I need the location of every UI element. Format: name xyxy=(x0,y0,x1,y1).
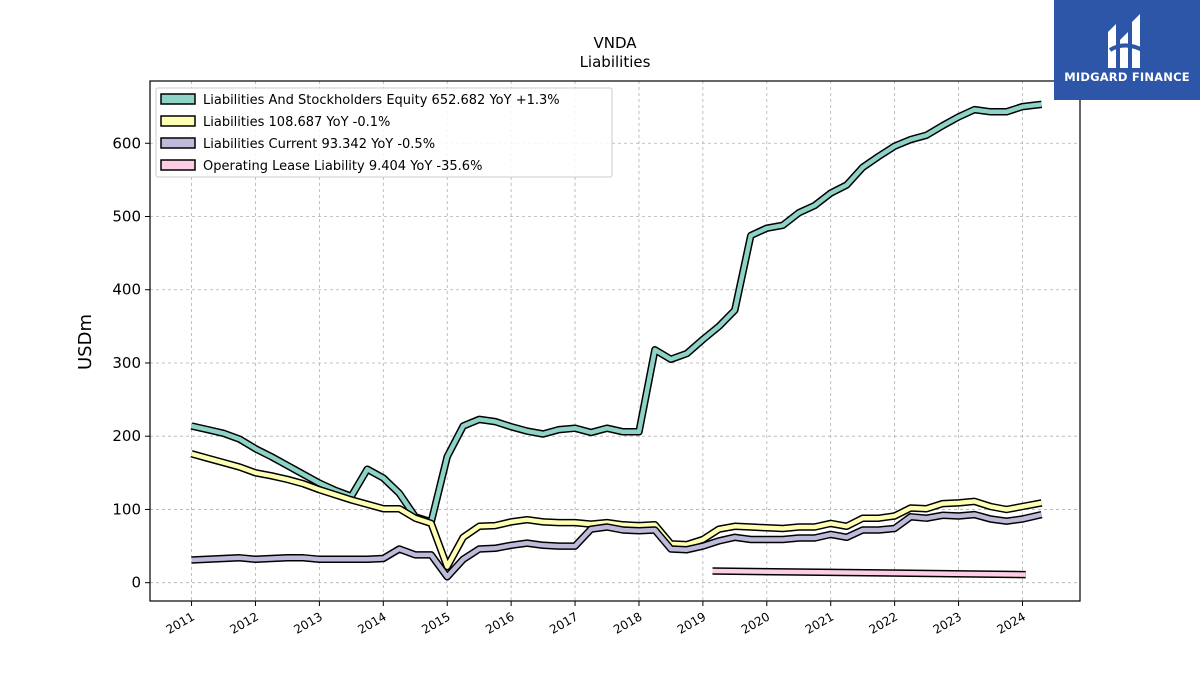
brand-logo-icon xyxy=(1108,14,1148,68)
series-layer xyxy=(190,100,1043,581)
legend-swatch xyxy=(160,93,196,105)
series-line xyxy=(190,451,1043,569)
y-tick-label: 200 xyxy=(112,427,141,445)
x-tick-label: 2016 xyxy=(483,609,516,636)
x-tick-label: 2011 xyxy=(164,609,197,636)
x-tick-label: 2024 xyxy=(995,609,1028,636)
x-tick-label: 2015 xyxy=(419,609,452,636)
y-tick-label: 600 xyxy=(112,134,141,152)
brand-name: MIDGARD FINANCE xyxy=(1064,70,1190,84)
legend-swatch xyxy=(160,159,196,171)
legend-swatch xyxy=(160,115,196,127)
series-line xyxy=(191,512,1043,580)
chart-subtitle: Liabilities xyxy=(580,53,651,71)
x-tick-label: 2014 xyxy=(355,609,388,636)
y-axis-ticks: 0 100 200 300 400 500 600 xyxy=(112,134,150,592)
series-liabilities xyxy=(190,450,1043,571)
chart-title: VNDA xyxy=(593,34,637,52)
series-operating-lease-liability xyxy=(712,567,1026,579)
y-tick-label: 400 xyxy=(112,281,141,299)
x-tick-label: 2012 xyxy=(228,609,261,636)
y-axis-label: USDm xyxy=(75,314,96,370)
brand-logo: MIDGARD FINANCE xyxy=(1054,0,1200,100)
x-tick-label: 2017 xyxy=(547,609,580,636)
plot-frame xyxy=(149,80,1081,602)
series-liabilities-and-stockholders-equity xyxy=(190,100,1043,526)
legend: Liabilities And Stockholders Equity 652.… xyxy=(155,87,613,178)
x-axis-ticks: 2011 2012 2013 2014 2015 2016 2017 2018 2019 2020… xyxy=(164,601,1028,637)
series-liabilities-current xyxy=(191,510,1043,581)
y-tick-label: 300 xyxy=(112,354,141,372)
y-tick-label: 100 xyxy=(112,500,141,518)
x-tick-label: 2022 xyxy=(867,609,900,636)
legend-label: Liabilities Current 93.342 YoY -0.5% xyxy=(203,137,435,152)
legend-label: Operating Lease Liability 9.404 YoY -35.… xyxy=(203,159,482,174)
y-tick-label: 500 xyxy=(112,207,141,225)
x-tick-label: 2018 xyxy=(611,609,644,636)
y-tick-label: 0 xyxy=(131,574,141,592)
series-line xyxy=(712,568,1026,577)
legend-label: Liabilities And Stockholders Equity 652.… xyxy=(203,93,560,108)
x-tick-label: 2023 xyxy=(931,609,964,636)
x-tick-label: 2020 xyxy=(739,609,772,636)
x-tick-label: 2021 xyxy=(803,609,836,636)
legend-swatch xyxy=(160,137,196,149)
legend-label: Liabilities 108.687 YoY -0.1% xyxy=(203,115,390,130)
x-tick-label: 2013 xyxy=(291,609,324,636)
x-tick-label: 2019 xyxy=(675,609,708,636)
legend-box xyxy=(155,87,613,178)
series-line xyxy=(191,102,1042,525)
